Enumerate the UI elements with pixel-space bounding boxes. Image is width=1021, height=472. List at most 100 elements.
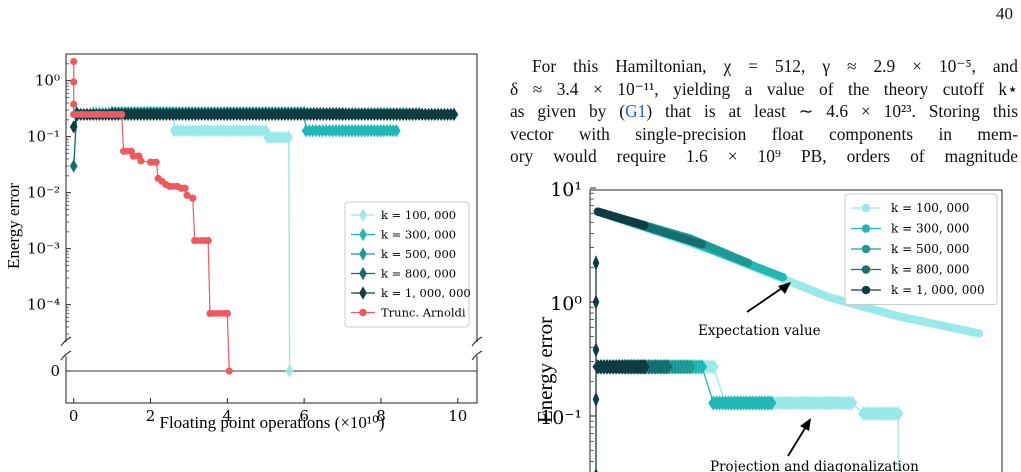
data-point-k300 xyxy=(338,124,347,138)
data-point-arnoldi xyxy=(137,157,145,165)
y-tick-label: 10⁻¹ xyxy=(27,128,60,146)
x-tick-label: 0 xyxy=(69,407,79,425)
plot-frame-bottom xyxy=(65,356,478,404)
x-tick-label: 10 xyxy=(448,407,467,425)
legend-entry-label: k = 800, 000 xyxy=(381,267,456,281)
data-point-arnoldi xyxy=(70,78,78,86)
y-tick-label: 10⁰ xyxy=(35,72,60,90)
spike-point xyxy=(592,391,600,408)
legend-marker xyxy=(861,224,871,233)
legend-marker xyxy=(359,308,367,317)
data-point-arnoldi xyxy=(191,236,199,245)
projection-point-k300 xyxy=(765,395,777,411)
data-point-arnoldi xyxy=(189,194,197,202)
legend-marker xyxy=(861,265,871,274)
right-energy-error-chart: 10¹ 10⁰ 10⁻¹ Energy error Expectation valu… xyxy=(533,179,1003,472)
annotation-arrowhead xyxy=(778,282,791,294)
axis-break-mark xyxy=(471,350,483,361)
y-tick-label: 10⁻³ xyxy=(27,240,60,258)
data-point-arnoldi xyxy=(120,147,128,155)
spike-point xyxy=(594,467,598,472)
y-tick-label: 10⁻⁴ xyxy=(27,296,60,314)
paragraph-line: ory would require 1.6 × 10⁹ PB, orders o… xyxy=(510,146,1018,167)
legend-marker xyxy=(861,285,871,295)
paragraph-line: vector with single-precision float compo… xyxy=(510,123,1018,144)
annotation-projection: Projection and diagonalization xyxy=(710,459,919,472)
body-paragraph: For this Hamiltonian, χ = 512, γ ≈ 2.9 ×… xyxy=(510,55,1018,183)
data-point-arnoldi xyxy=(183,191,191,199)
legend-entry-label: k = 1, 000, 000 xyxy=(891,283,985,297)
x-tick-label: 6 xyxy=(299,407,309,425)
data-point-arnoldi xyxy=(152,158,160,166)
legend-marker xyxy=(861,244,871,254)
series-line-k100 xyxy=(75,111,291,372)
annotation-arrowhead xyxy=(800,418,811,431)
legend: k = 100, 000 k = 300, 000 k = 500, 000 k = … xyxy=(844,193,998,305)
data-point-arnoldi xyxy=(146,158,155,166)
data-point-arnoldi xyxy=(225,367,233,375)
data-point-arnoldi xyxy=(204,236,212,245)
data-point-k100 xyxy=(170,124,179,138)
expectation-point-k500 xyxy=(743,258,753,268)
data-point-k1000 xyxy=(261,107,270,122)
y-tick-label: 0 xyxy=(50,362,60,380)
data-point-arnoldi xyxy=(70,110,78,119)
projection-point-k1000 xyxy=(638,359,650,375)
legend-entry-label: Trunc. Arnoldi xyxy=(381,306,466,320)
legend-marker xyxy=(359,266,367,281)
data-point-k1000 xyxy=(69,120,78,134)
data-point-arnoldi xyxy=(223,309,231,317)
equation-reference-link[interactable]: G1 xyxy=(625,101,647,122)
y-tick-label: 10¹ xyxy=(550,179,582,201)
legend-marker xyxy=(359,208,367,222)
y-tick-label: 10⁻¹ xyxy=(540,407,582,429)
legend-entry-label: k = 100, 000 xyxy=(891,201,969,215)
data-point-k1000 xyxy=(338,107,347,122)
projection-point-k800 xyxy=(661,359,673,375)
legend-marker xyxy=(359,286,367,300)
projection-point-k100 xyxy=(846,395,858,411)
data-point-k100 xyxy=(242,124,251,138)
data-point-arnoldi xyxy=(129,152,137,160)
legend: k = 100, 000 k = 300, 000 k = 500, 000 k = … xyxy=(344,201,471,328)
legend-entry-label: k = 100, 000 xyxy=(381,208,456,222)
legend-box xyxy=(844,193,998,305)
projection-point-k100 xyxy=(892,406,904,422)
data-point-k800 xyxy=(69,159,78,173)
legend-entry-label: k = 300, 000 xyxy=(891,222,969,236)
annotation-expectation-value: Expectation value xyxy=(698,323,821,339)
data-point-k100 xyxy=(204,124,212,138)
data-point-arnoldi xyxy=(77,110,85,119)
annotation-arrow-line xyxy=(746,285,786,313)
data-point-k300 xyxy=(392,124,401,138)
x-tick-label: 8 xyxy=(376,407,386,425)
legend-entry-label: k = 1, 000, 000 xyxy=(381,286,471,300)
legend-entry-label: k = 500, 000 xyxy=(891,242,969,256)
legend-entry-label: k = 300, 000 xyxy=(381,228,456,242)
axis-break-mark xyxy=(60,350,72,361)
projection-point-k500 xyxy=(684,359,696,375)
y-tick-label: 10⁻² xyxy=(27,184,60,202)
page-number: 40 xyxy=(996,4,1013,23)
plot-frame xyxy=(589,189,1003,472)
expectation-point-k100 xyxy=(974,329,984,338)
spike-point xyxy=(592,255,600,271)
y-axis-label: Energy error xyxy=(4,183,23,269)
projection-point-k100 xyxy=(708,359,719,375)
legend-marker xyxy=(861,203,871,213)
paragraph-line: δ ≈ 3.4 × 10⁻¹¹, yielding a value of the… xyxy=(510,78,1018,99)
expectation-point-k800 xyxy=(697,240,707,249)
legend-marker xyxy=(359,247,367,261)
data-point-arnoldi xyxy=(93,110,101,119)
paragraph-line: For this Hamiltonian, χ = 512, γ ≈ 2.9 ×… xyxy=(532,56,1018,76)
data-point-arnoldi xyxy=(166,182,174,190)
text-before-ref: as given by ( xyxy=(510,101,626,122)
axis-break-mark xyxy=(60,336,72,347)
annotation-arrow-line xyxy=(787,424,808,457)
expectation-point-k1000 xyxy=(639,221,649,230)
x-tick-label: 4 xyxy=(223,407,233,425)
legend-marker xyxy=(359,227,367,242)
y-axis-label: Energy error xyxy=(533,317,557,423)
expectation-point-k300 xyxy=(778,273,787,282)
data-point-arnoldi xyxy=(181,184,189,192)
